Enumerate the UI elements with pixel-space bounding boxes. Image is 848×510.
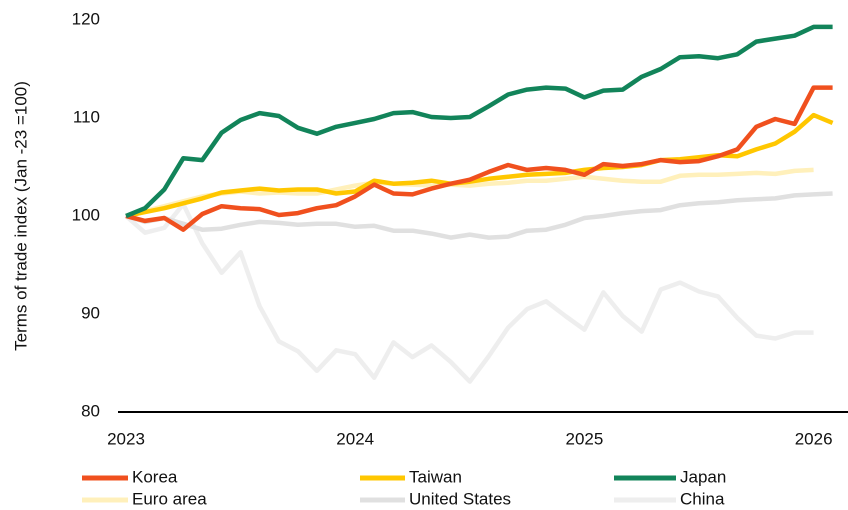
y-axis-label: Terms of trade index (Jan -23 =100) — [11, 81, 30, 351]
legend-label: Euro area — [132, 489, 207, 508]
x-tick-label: 2024 — [336, 429, 374, 448]
y-tick-label: 100 — [72, 205, 100, 224]
x-tick-label: 2023 — [107, 429, 145, 448]
x-tick-label: 2025 — [566, 429, 604, 448]
legend-label: United States — [409, 489, 511, 508]
legend-label: Japan — [680, 467, 726, 486]
series-line — [125, 85, 833, 232]
y-tick-label: 120 — [72, 9, 100, 28]
x-tick-label: 2026 — [795, 429, 833, 448]
legend-label: China — [680, 489, 725, 508]
y-tick-label: 90 — [81, 303, 100, 322]
series-line — [124, 201, 814, 384]
series-line — [125, 24, 833, 219]
series-line — [125, 191, 833, 240]
legend-label: Taiwan — [409, 467, 462, 486]
legend-label: Korea — [132, 467, 178, 486]
y-tick-label: 80 — [81, 401, 100, 420]
y-tick-label: 110 — [73, 107, 100, 126]
